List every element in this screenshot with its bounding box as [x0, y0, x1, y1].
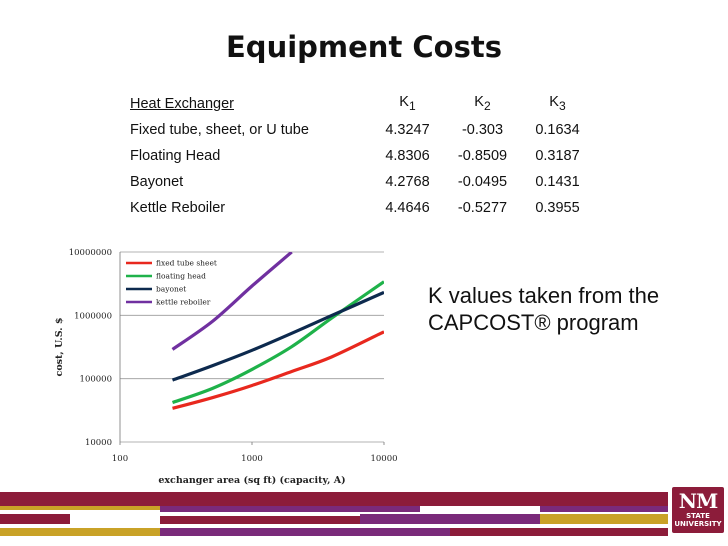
table-row: Kettle Reboiler 4.4646 -0.5277 0.3955: [120, 195, 595, 221]
row-k1: 4.3247: [385, 122, 430, 138]
row-k1: 4.4646: [385, 200, 430, 216]
header-heat-exchanger: Heat Exchanger: [130, 95, 234, 112]
y-tick-label: 100000: [80, 375, 112, 385]
row-k3: 0.1431: [535, 174, 580, 190]
legend-label: bayonet: [156, 285, 186, 294]
row-name: Floating Head: [130, 148, 221, 164]
y-axis-label: cost, U.S. $: [54, 318, 65, 377]
row-k1: 4.8306: [385, 148, 430, 164]
table-header-row: Heat Exchanger K1 K2 K3: [120, 90, 595, 117]
series-line-bayonet: [171, 290, 384, 382]
row-k2: -0.8509: [457, 148, 508, 164]
row-k2: -0.303: [461, 122, 504, 138]
k-values-table: Heat Exchanger K1 K2 K3 Fixed tube, shee…: [120, 90, 595, 221]
nmsu-logo: NM STATE UNIVERSITY: [672, 487, 724, 533]
x-tick-label: 1000: [241, 454, 263, 464]
header-k1: K1: [399, 94, 416, 113]
series-line-fixed-tube-sheet: [172, 330, 384, 410]
table-row: Fixed tube, sheet, or U tube 4.3247 -0.3…: [120, 117, 595, 143]
row-k3: 0.3955: [535, 200, 580, 216]
row-name: Kettle Reboiler: [130, 200, 226, 216]
x-tick-label: 100: [112, 454, 128, 464]
logo-subtext: STATE UNIVERSITY: [674, 512, 722, 528]
y-tick-label: 1000000: [74, 311, 112, 321]
row-k3: 0.3187: [535, 148, 580, 164]
legend-label: floating head: [156, 272, 206, 281]
header-k2: K2: [474, 94, 491, 113]
row-k1: 4.2768: [385, 174, 430, 190]
x-axis-label: exchanger area (sq ft) (capacity, A): [158, 475, 345, 486]
row-name: Fixed tube, sheet, or U tube: [130, 122, 309, 138]
y-tick-label: 10000000: [69, 248, 112, 258]
row-k2: -0.5277: [457, 200, 508, 216]
logo-text: NM: [678, 489, 718, 513]
header-k3: K3: [549, 94, 566, 113]
slide-title: Equipment Costs: [226, 30, 502, 64]
series-line-kettle-reboiler: [171, 252, 293, 351]
legend-label: kettle reboiler: [156, 298, 211, 307]
row-k2: -0.0495: [457, 174, 508, 190]
row-k3: 0.1634: [535, 122, 580, 138]
table-row: Floating Head 4.8306 -0.8509 0.3187: [120, 143, 595, 169]
table-row: Bayonet 4.2768 -0.0495 0.1431: [120, 169, 595, 195]
row-name: Bayonet: [130, 174, 184, 190]
k-values-note: K values taken from the CAPCOST® program: [428, 283, 660, 335]
legend-label: fixed tube sheet: [156, 259, 217, 268]
y-tick-label: 10000: [85, 438, 112, 448]
x-tick-label: 10000: [370, 454, 397, 464]
